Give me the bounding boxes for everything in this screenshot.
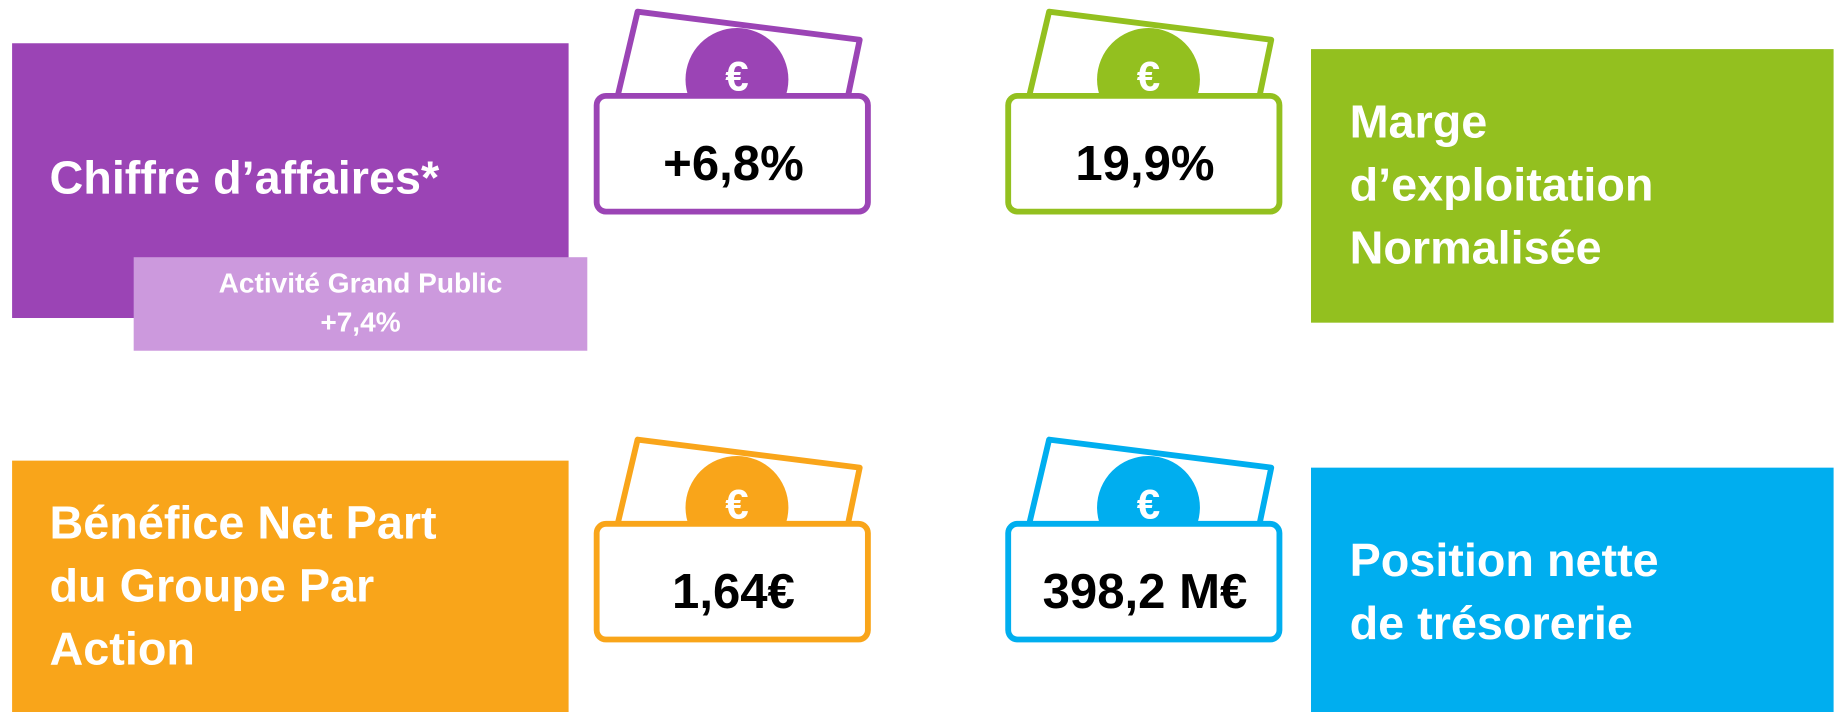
sub-text: +7,4%: [320, 306, 400, 337]
bill: [614, 436, 863, 525]
sub-text: Activité Grand Public: [219, 268, 503, 299]
card-value: 398,2 M€: [1043, 565, 1248, 619]
card-title: du Groupe Par: [50, 560, 375, 612]
coin-symbol: €: [1137, 481, 1160, 528]
card-title: Marge: [1350, 95, 1488, 147]
card-title: de trésorerie: [1350, 597, 1633, 649]
coin-symbol: €: [1137, 53, 1160, 100]
money-icon: €19,9%: [1005, 8, 1283, 215]
card-box: [1310, 49, 1834, 323]
money-icon: €398,2 M€: [1005, 436, 1283, 643]
value-box: [593, 92, 871, 215]
card-value: +6,8%: [663, 137, 804, 191]
coin-symbol: €: [725, 53, 748, 100]
sub-box: [133, 257, 588, 351]
card-title: Chiffre d’affaires*: [50, 152, 440, 204]
bill: [614, 8, 863, 97]
card-title: Normalisée: [1350, 222, 1602, 274]
card-box: [12, 460, 569, 712]
card-value: 1,64€: [672, 565, 795, 619]
coin-symbol: €: [725, 481, 748, 528]
card-box: [1310, 467, 1834, 712]
card-title: Action: [50, 623, 195, 675]
card-title: Bénéfice Net Part: [50, 496, 437, 548]
value-box: [593, 520, 871, 643]
card-title: d’exploitation: [1350, 159, 1654, 211]
money-icon: €1,64€: [593, 436, 871, 643]
bill: [1026, 8, 1275, 97]
card-title: Position nette: [1350, 534, 1659, 586]
card-value: 19,9%: [1075, 137, 1214, 191]
value-box: [1005, 520, 1283, 643]
bill: [1026, 436, 1275, 525]
money-icon: € +6,8%: [593, 8, 871, 215]
value-box: [1005, 92, 1283, 215]
